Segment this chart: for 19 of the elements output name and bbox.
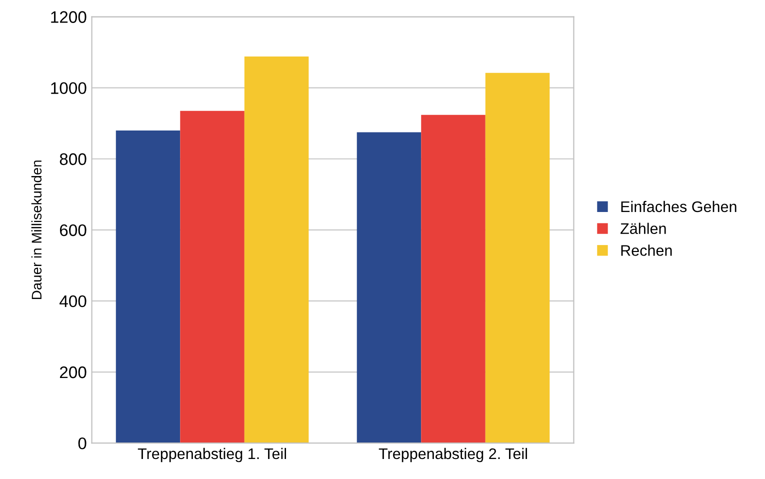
y-tick-label: 600 (60, 224, 86, 236)
bar (485, 72, 550, 444)
y-axis-title: Dauer in Millisekunden (31, 160, 42, 300)
legend-label: Zählen (620, 222, 666, 234)
y-tick-label: 1200 (51, 11, 86, 23)
y-tick-label: 200 (60, 366, 86, 378)
x-tick-label: Treppenabstieg 1. Teil (138, 448, 286, 462)
bar (244, 56, 309, 444)
bar (180, 110, 244, 444)
y-tick-label: 1000 (51, 82, 86, 94)
y-tick-label: 800 (60, 153, 86, 166)
y-tick-label: 0 (78, 437, 86, 450)
legend-label: Einfaches Gehen (621, 200, 736, 212)
bar (356, 132, 422, 444)
legend-label: Rechen (621, 244, 672, 256)
bar (116, 130, 180, 444)
y-tick-label: 400 (60, 295, 86, 308)
bar (421, 114, 486, 444)
x-tick-label: Treppenabstieg 2. Teil (378, 448, 527, 462)
